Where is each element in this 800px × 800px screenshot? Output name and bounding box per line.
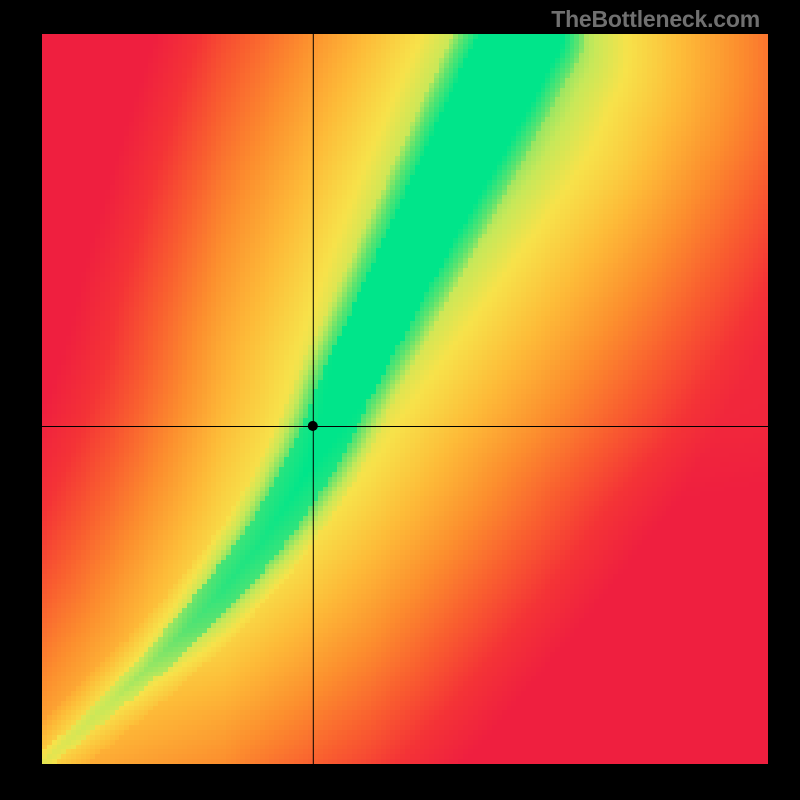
- watermark-text: TheBottleneck.com: [551, 6, 760, 33]
- bottleneck-heatmap: [42, 34, 768, 764]
